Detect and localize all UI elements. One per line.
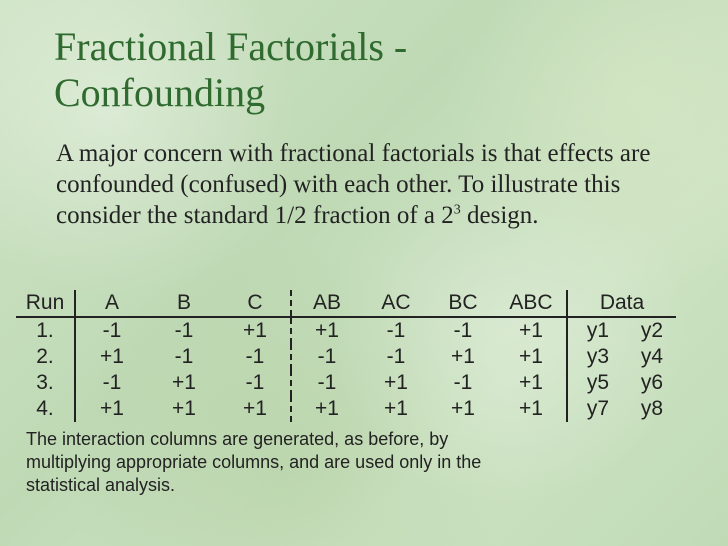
cell-d1: y7 xyxy=(567,396,628,422)
col-header-bc: BC xyxy=(430,290,496,317)
table-row: 2. +1 -1 -1 -1 -1 +1 +1 y3 y4 xyxy=(16,344,676,370)
col-header-data: Data xyxy=(567,290,676,317)
slide-title: Fractional Factorials - Confounding xyxy=(54,24,407,116)
col-header-a: A xyxy=(75,290,148,317)
cell-ac: +1 xyxy=(362,370,430,396)
cell-d1: y1 xyxy=(567,317,628,344)
table-row: 3. -1 +1 -1 -1 +1 -1 +1 y5 y6 xyxy=(16,370,676,396)
cell-abc: +1 xyxy=(496,317,567,344)
table-row: 1. -1 -1 +1 +1 -1 -1 +1 y1 y2 xyxy=(16,317,676,344)
cell-ac: -1 xyxy=(362,317,430,344)
design-table: Run A B C AB AC BC ABC Data 1. -1 -1 +1 … xyxy=(16,290,676,422)
cell-ac: +1 xyxy=(362,396,430,422)
cell-d2: y4 xyxy=(628,344,676,370)
cell-ac: -1 xyxy=(362,344,430,370)
cell-ab: +1 xyxy=(291,396,362,422)
cell-a: -1 xyxy=(75,370,148,396)
cell-c: +1 xyxy=(220,317,291,344)
col-header-ab: AB xyxy=(291,290,362,317)
col-header-abc: ABC xyxy=(496,290,567,317)
cell-run: 2. xyxy=(16,344,75,370)
cell-ab: -1 xyxy=(291,344,362,370)
cell-abc: +1 xyxy=(496,344,567,370)
cell-bc: -1 xyxy=(430,370,496,396)
body-before-sup: A major concern with fractional factoria… xyxy=(56,140,650,229)
cell-d1: y5 xyxy=(567,370,628,396)
col-header-ac: AC xyxy=(362,290,430,317)
cell-b: +1 xyxy=(148,370,220,396)
cell-bc: +1 xyxy=(430,396,496,422)
cell-ab: -1 xyxy=(291,370,362,396)
cell-c: -1 xyxy=(220,370,291,396)
footnote-text: The interaction columns are generated, a… xyxy=(26,428,496,497)
cell-b: -1 xyxy=(148,317,220,344)
table-row: 4. +1 +1 +1 +1 +1 +1 +1 y7 y8 xyxy=(16,396,676,422)
body-after-sup: design. xyxy=(461,202,539,229)
cell-a: +1 xyxy=(75,396,148,422)
cell-c: +1 xyxy=(220,396,291,422)
cell-run: 3. xyxy=(16,370,75,396)
title-line-2: Confounding xyxy=(54,70,265,115)
cell-a: +1 xyxy=(75,344,148,370)
cell-d2: y2 xyxy=(628,317,676,344)
cell-abc: +1 xyxy=(496,396,567,422)
cell-d1: y3 xyxy=(567,344,628,370)
cell-c: -1 xyxy=(220,344,291,370)
table-body: 1. -1 -1 +1 +1 -1 -1 +1 y1 y2 2. +1 -1 -… xyxy=(16,317,676,422)
title-line-1: Fractional Factorials - xyxy=(54,24,407,69)
cell-bc: -1 xyxy=(430,317,496,344)
col-header-b: B xyxy=(148,290,220,317)
table-header-row: Run A B C AB AC BC ABC Data xyxy=(16,290,676,317)
cell-d2: y8 xyxy=(628,396,676,422)
body-paragraph: A major concern with fractional factoria… xyxy=(56,138,676,231)
cell-bc: +1 xyxy=(430,344,496,370)
cell-abc: +1 xyxy=(496,370,567,396)
col-header-c: C xyxy=(220,290,291,317)
cell-b: -1 xyxy=(148,344,220,370)
cell-d2: y6 xyxy=(628,370,676,396)
cell-run: 4. xyxy=(16,396,75,422)
cell-run: 1. xyxy=(16,317,75,344)
body-superscript: 3 xyxy=(454,203,461,218)
cell-a: -1 xyxy=(75,317,148,344)
cell-b: +1 xyxy=(148,396,220,422)
cell-ab: +1 xyxy=(291,317,362,344)
col-header-run: Run xyxy=(16,290,75,317)
